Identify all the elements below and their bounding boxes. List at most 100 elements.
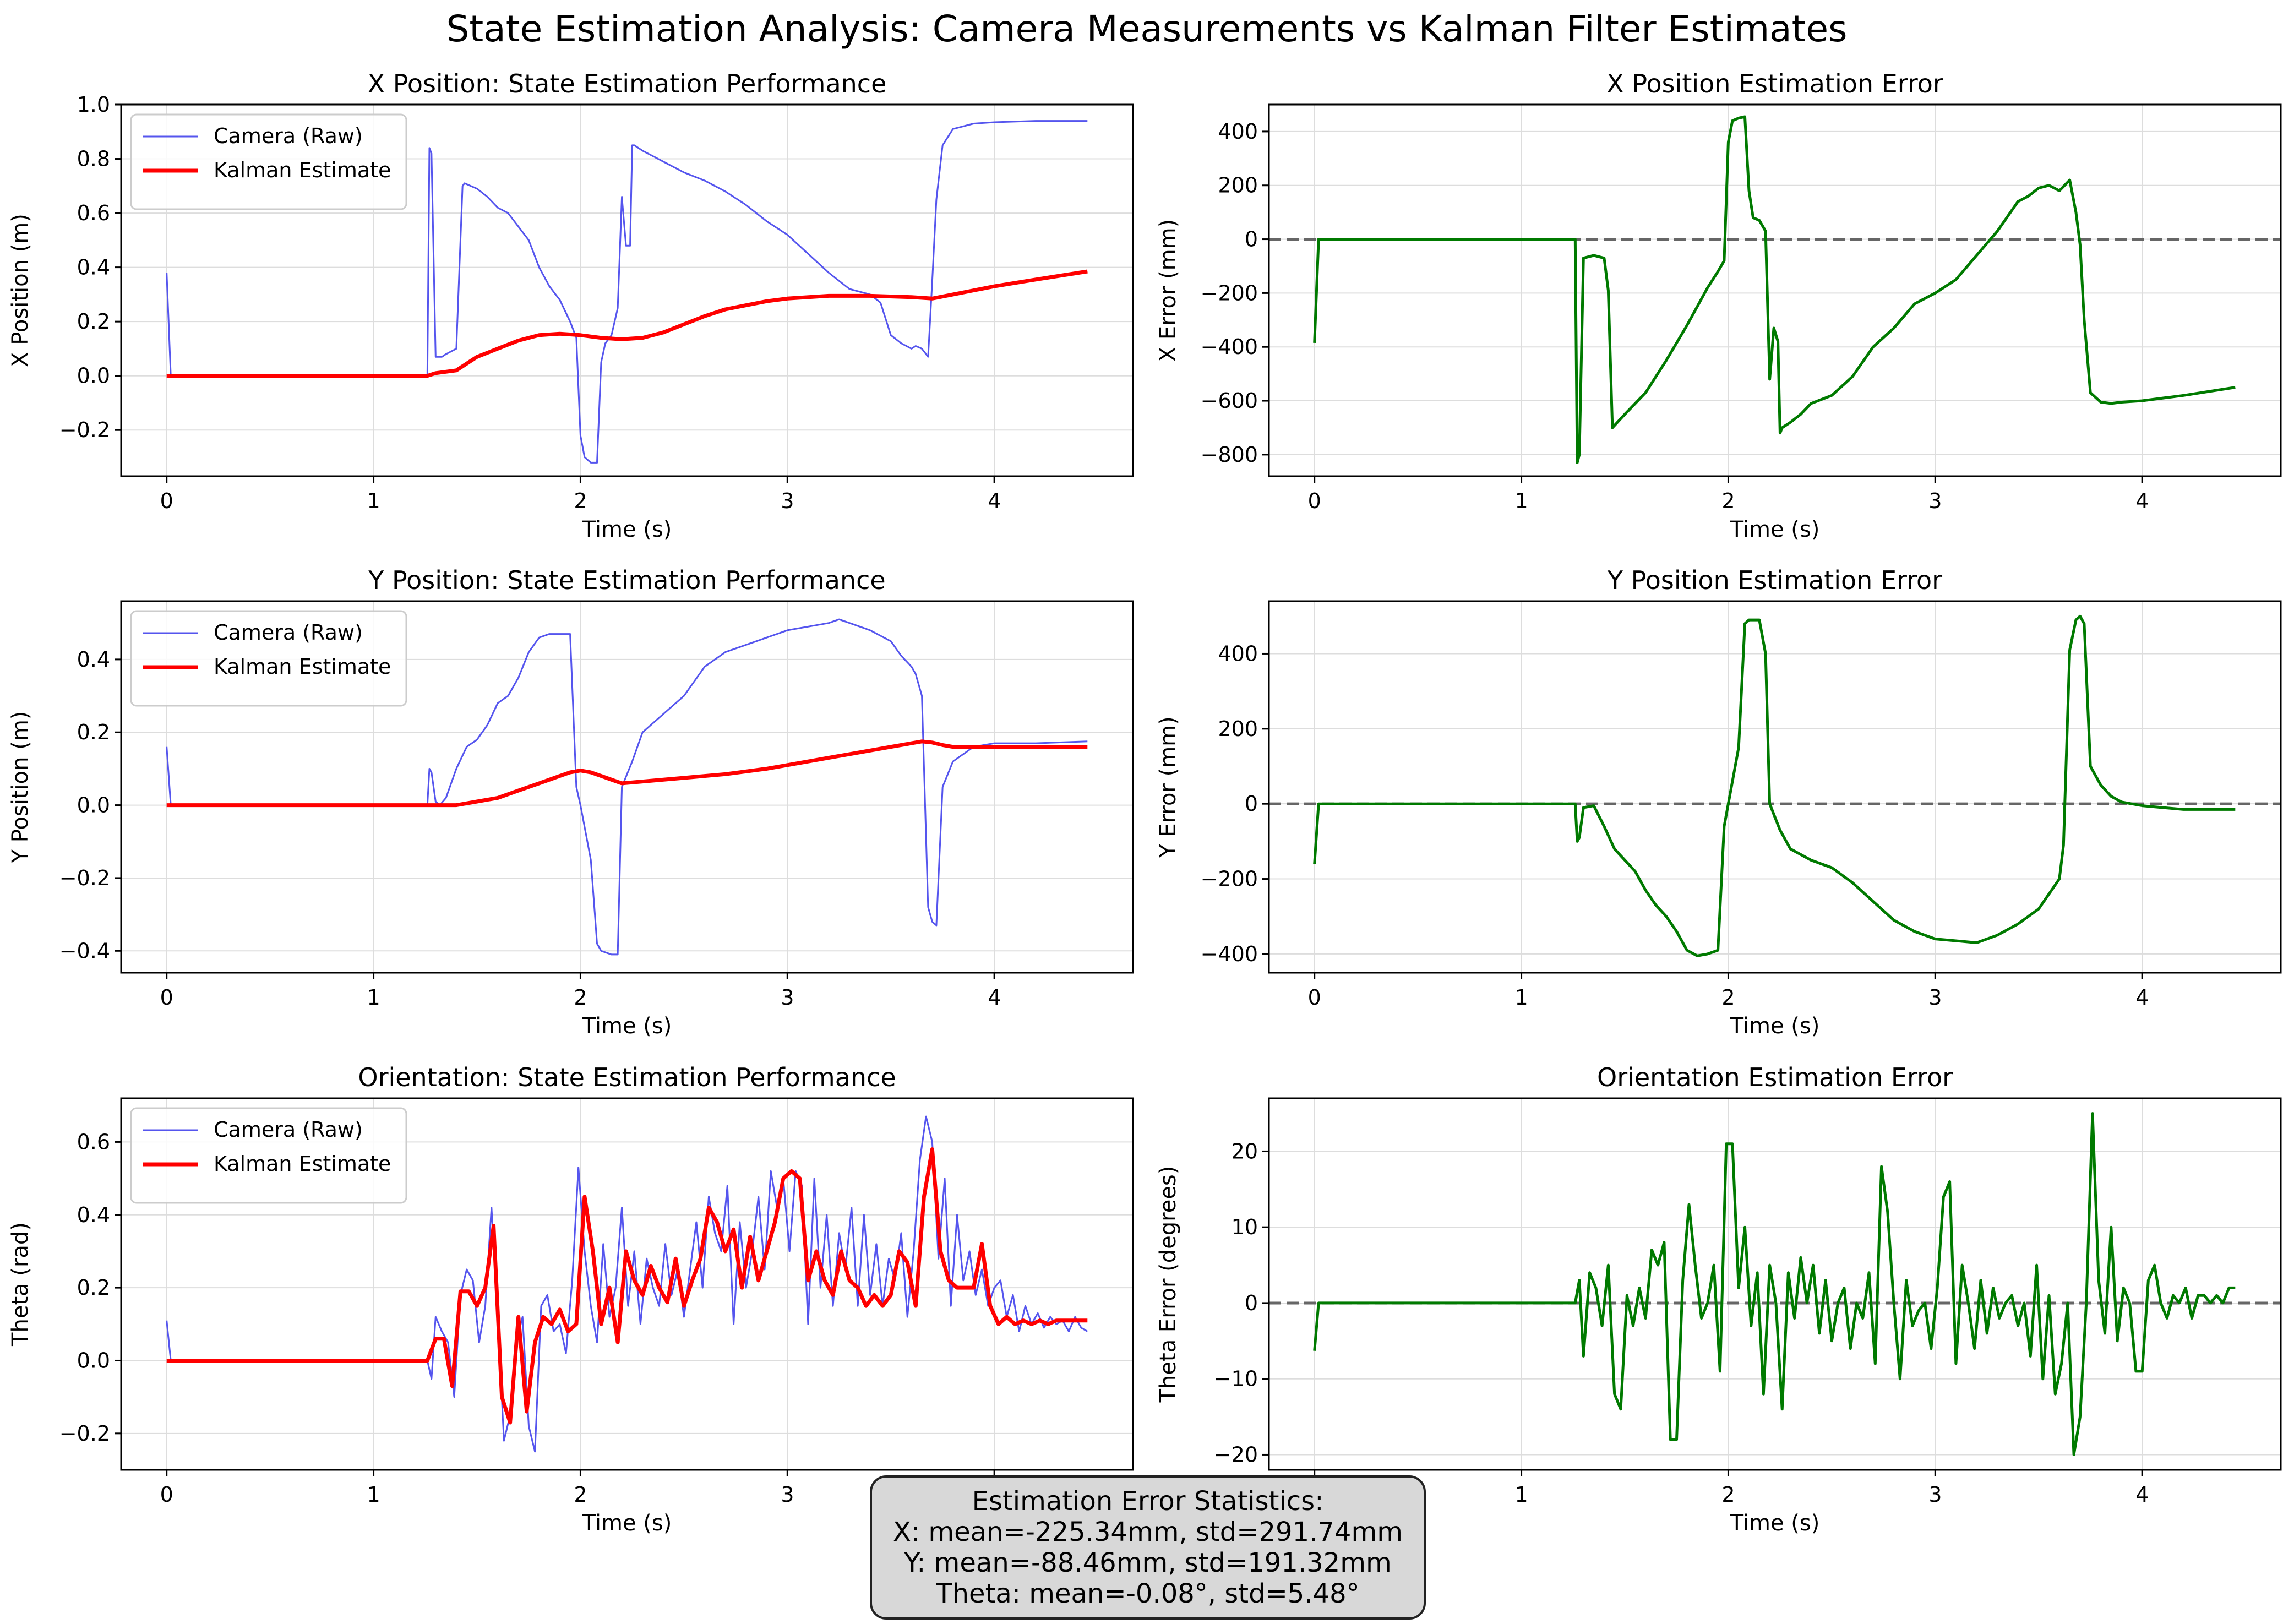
y-tick-label: 0 [1245, 1291, 1258, 1315]
legend-label-camera: Camera (Raw) [214, 124, 363, 148]
x-tick-label: 3 [1928, 489, 1942, 513]
y-tick-label: 200 [1218, 173, 1258, 198]
plot-frame [1268, 1097, 2282, 1471]
chart-title: Y Position: State Estimation Performance [368, 565, 885, 595]
y-tick-label: −0.2 [59, 1421, 110, 1446]
kalman-series-line [166, 1147, 1088, 1425]
y-tick-label: −20 [1214, 1442, 1258, 1467]
legend-label-camera: Camera (Raw) [214, 620, 363, 645]
camera-series-line [166, 120, 1088, 464]
chart-title: Orientation: State Estimation Performanc… [358, 1062, 896, 1092]
x-tick-label: 3 [781, 985, 794, 1010]
chart-title: X Position Estimation Error [1606, 69, 1943, 99]
y-axis-label: Y Error (mm) [1156, 716, 1181, 858]
y-tick-label: 0.6 [77, 1130, 110, 1154]
y-tick-label: 0.6 [77, 201, 110, 225]
y-tick-label: 0.2 [77, 720, 110, 744]
x-tick-label: 4 [988, 489, 1001, 513]
chart-title: X Position: State Estimation Performance [368, 69, 887, 99]
chart-title: Orientation Estimation Error [1597, 1062, 1953, 1092]
y-axis-label: X Error (mm) [1156, 219, 1181, 362]
x-tick-label: 1 [367, 489, 380, 513]
plot-frame [1268, 103, 2282, 477]
legend-label-camera: Camera (Raw) [214, 1118, 363, 1142]
x-axis-label: Time (s) [1730, 1511, 1820, 1536]
chart-panel-4: 0 1 2 3 4 −400 −200 0 200 400 Y Position Estimatio… [1156, 565, 2282, 1039]
chart-panel-2: 0 1 2 3 4 −800 −600 −400 −200 0 200 400 X Position E… [1156, 69, 2282, 542]
y-tick-label: −600 [1201, 389, 1258, 413]
x-axis-label: Time (s) [582, 1013, 672, 1039]
y-tick-label: 200 [1218, 717, 1258, 741]
x-tick-label: 3 [1928, 1483, 1942, 1507]
y-tick-label: −0.4 [59, 939, 110, 963]
x-tick-label: 2 [1721, 985, 1735, 1010]
x-tick-label: 1 [1514, 985, 1528, 1010]
y-tick-label: 0.4 [77, 255, 110, 280]
x-tick-label: 1 [1514, 489, 1528, 513]
y-tick-label: 1.0 [77, 92, 110, 117]
y-tick-label: 10 [1232, 1215, 1258, 1239]
y-tick-label: 20 [1232, 1139, 1258, 1163]
x-tick-label: 2 [1721, 489, 1735, 513]
legend-box [130, 610, 407, 707]
x-tick-label: 3 [781, 1483, 794, 1507]
y-tick-label: −0.2 [59, 418, 110, 442]
stats-y-line: Y: mean=-88.46mm, std=191.32mm [904, 1547, 1392, 1578]
y-tick-label: 0.4 [77, 1203, 110, 1227]
legend-box [130, 1107, 407, 1204]
y-tick-label: −10 [1214, 1367, 1258, 1391]
camera-series-line [166, 1115, 1088, 1453]
legend-label-kalman: Kalman Estimate [214, 1152, 391, 1176]
figure-title: State Estimation Analysis: Camera Measur… [446, 8, 1848, 50]
x-tick-label: 2 [574, 1483, 587, 1507]
x-tick-label: 4 [988, 985, 1001, 1010]
error-series-line [1313, 1112, 2236, 1456]
plot-frame [120, 103, 1134, 477]
error-statistics-box: Estimation Error Statistics: X: mean=-22… [870, 1475, 1426, 1620]
y-tick-label: 0.4 [77, 647, 110, 672]
x-tick-label: 0 [1308, 489, 1321, 513]
x-tick-label: 2 [574, 489, 587, 513]
y-tick-label: 0.0 [77, 1348, 110, 1372]
x-tick-label: 0 [160, 985, 173, 1010]
stats-theta-line: Theta: mean=-0.08°, std=5.48° [936, 1578, 1360, 1609]
y-tick-label: −200 [1201, 281, 1258, 305]
x-tick-label: 3 [781, 489, 794, 513]
y-tick-label: 0.0 [77, 364, 110, 388]
chart-title: Y Position Estimation Error [1607, 565, 1942, 595]
y-axis-label: Theta Error (degrees) [1156, 1166, 1181, 1403]
x-tick-label: 2 [1721, 1483, 1735, 1507]
x-tick-label: 4 [2135, 1483, 2149, 1507]
x-tick-label: 1 [367, 1483, 380, 1507]
y-tick-label: −400 [1201, 942, 1258, 966]
chart-panel-1: 0 1 2 3 4 −0.2 0.0 0.2 0.4 0.6 0.8 1.0 X Position: S… [8, 69, 1134, 542]
x-tick-label: 0 [160, 489, 173, 513]
y-tick-label: 0.0 [77, 793, 110, 818]
camera-series-line [166, 618, 1088, 956]
error-series-line [1313, 614, 2236, 957]
kalman-series-line [166, 739, 1088, 808]
y-axis-label: Y Position (m) [8, 711, 33, 864]
y-tick-label: 400 [1218, 119, 1258, 144]
y-tick-label: −0.2 [59, 866, 110, 890]
chart-panel-3: 0 1 2 3 4 −0.4 −0.2 0.0 0.2 0.4 Y Position: State … [8, 565, 1134, 1039]
y-axis-label: Theta (rad) [8, 1222, 33, 1347]
y-tick-label: −800 [1201, 443, 1258, 467]
x-tick-label: 1 [367, 985, 380, 1010]
x-tick-label: 0 [1308, 985, 1321, 1010]
stats-x-line: X: mean=-225.34mm, std=291.74mm [893, 1517, 1403, 1547]
y-tick-label: 400 [1218, 641, 1258, 666]
x-axis-label: Time (s) [582, 1511, 672, 1536]
plot-frame [1268, 600, 2282, 974]
y-tick-label: −400 [1201, 335, 1258, 359]
plot-frame [120, 1097, 1134, 1471]
y-tick-label: 0.8 [77, 147, 110, 171]
x-tick-label: 4 [2135, 489, 2149, 513]
y-tick-label: 0.2 [77, 309, 110, 334]
stats-title: Estimation Error Statistics: [972, 1486, 1324, 1517]
x-tick-label: 0 [160, 1483, 173, 1507]
x-axis-label: Time (s) [1730, 1013, 1820, 1039]
x-tick-label: 1 [1514, 1483, 1528, 1507]
